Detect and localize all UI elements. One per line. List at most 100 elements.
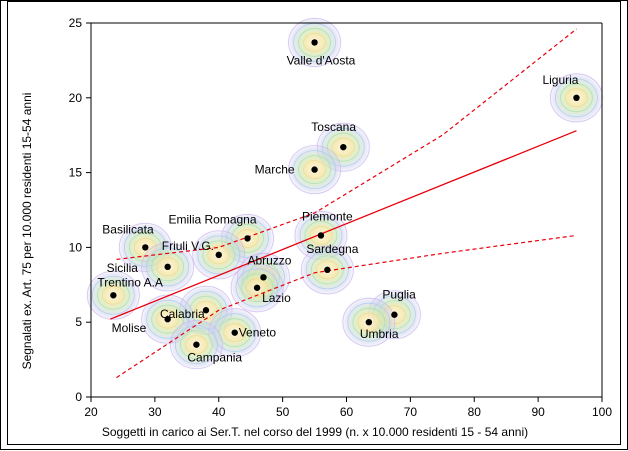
- point-label: Trentino A.A: [97, 275, 163, 289]
- density-contour: [300, 245, 354, 295]
- point-label: Emilia Romagna: [168, 212, 256, 226]
- data-point: [260, 274, 267, 281]
- density-contour: [223, 323, 247, 343]
- data-point: [110, 292, 117, 299]
- point-label: Friuli V.G.: [162, 239, 214, 253]
- density-contour: [174, 325, 218, 365]
- density-contour: [197, 235, 241, 275]
- density-contour: [156, 257, 180, 277]
- density-contour: [146, 299, 190, 339]
- density-contour: [240, 273, 274, 303]
- density-contour: [156, 309, 180, 329]
- density-contour: [141, 242, 195, 292]
- density-contour: [207, 245, 231, 265]
- point-label: Veneto: [239, 326, 277, 340]
- data-point: [215, 251, 222, 259]
- density-contour: [202, 240, 236, 270]
- density-contour: [357, 312, 381, 332]
- point-label: Toscana: [311, 120, 356, 134]
- point-label: Molise: [112, 321, 147, 335]
- x-axis-label: Soggetti in carico ai Ser.T. nel corso d…: [101, 425, 529, 439]
- point-label: Abruzzo: [247, 253, 291, 267]
- confidence-band-upper: [116, 28, 577, 260]
- point-label: Umbria: [360, 327, 399, 341]
- data-point: [142, 244, 149, 251]
- point-label: Basilicata: [102, 222, 154, 236]
- x-tick-label: 30: [148, 405, 162, 419]
- data-point: [365, 319, 373, 326]
- data-point: [324, 266, 331, 274]
- y-tick-label: 0: [75, 390, 82, 404]
- point-label: Campania: [187, 351, 242, 365]
- density-contour: [192, 230, 246, 280]
- x-tick-label: 80: [468, 405, 482, 419]
- density-contour: [310, 255, 344, 285]
- chart-inner-border: [7, 1, 621, 445]
- density-contour: [184, 335, 208, 355]
- density-contour: [179, 330, 213, 360]
- x-tick-label: 90: [531, 405, 545, 419]
- density-contour: [565, 88, 588, 108]
- point-label: Sicilia: [107, 261, 139, 275]
- density-contour: [305, 250, 349, 290]
- data-point: [311, 166, 318, 173]
- y-axis-label: Segnalati ex. Art. 75 per 10.000 residen…: [20, 92, 34, 370]
- data-point: [391, 311, 398, 318]
- x-tick-label: 40: [212, 405, 226, 419]
- density-contour: [245, 278, 269, 298]
- data-point: [573, 94, 580, 102]
- data-point: [317, 232, 325, 239]
- data-point: [231, 329, 238, 336]
- y-tick-label: 25: [69, 16, 83, 30]
- y-tick-label: 5: [75, 315, 82, 329]
- x-tick-label: 50: [276, 405, 290, 419]
- density-contour: [146, 247, 190, 287]
- density-contour: [315, 260, 339, 280]
- y-tick-label: 10: [69, 240, 83, 254]
- density-contour: [555, 78, 598, 118]
- regression-line: [109, 130, 577, 320]
- point-label: Piemonte: [302, 209, 353, 223]
- data-point: [244, 235, 251, 242]
- y-tick-label: 15: [69, 166, 83, 180]
- density-contour: [86, 270, 140, 320]
- point-label: Liguria: [542, 73, 578, 87]
- density-contour: [303, 33, 326, 52]
- y-tick-label: 20: [69, 91, 83, 105]
- density-contour: [230, 263, 284, 313]
- density-contour: [342, 297, 396, 347]
- x-tick-label: 60: [340, 405, 354, 419]
- density-contour: [309, 226, 333, 245]
- point-label: Puglia: [382, 288, 416, 302]
- density-contour: [347, 302, 391, 342]
- data-point: [202, 307, 210, 314]
- x-tick-label: 20: [84, 405, 98, 419]
- density-contour: [298, 28, 331, 57]
- x-tick-label: 70: [404, 405, 418, 419]
- point-label: Calabria: [160, 307, 205, 321]
- density-contour: [293, 150, 336, 190]
- density-contour: [151, 304, 185, 334]
- density-contour: [331, 137, 355, 157]
- density-contour: [352, 307, 386, 337]
- data-point: [340, 143, 347, 151]
- density-contour: [298, 155, 331, 185]
- density-contour: [101, 285, 125, 305]
- point-label: Sardegna: [306, 242, 358, 256]
- data-point: [193, 341, 200, 348]
- density-contour: [235, 268, 279, 308]
- point-label: Marche: [255, 163, 295, 177]
- data-point: [253, 284, 261, 291]
- data-point: [164, 263, 171, 271]
- point-label: Lazio: [262, 291, 291, 305]
- x-tick-label: 100: [592, 405, 612, 419]
- density-contour: [288, 18, 341, 67]
- point-label: Valle d'Aosta: [287, 53, 356, 67]
- confidence-band-lower: [116, 234, 577, 379]
- density-contour: [169, 320, 223, 370]
- density-contour: [96, 280, 130, 310]
- density-contour: [560, 83, 593, 113]
- data-point: [164, 316, 171, 323]
